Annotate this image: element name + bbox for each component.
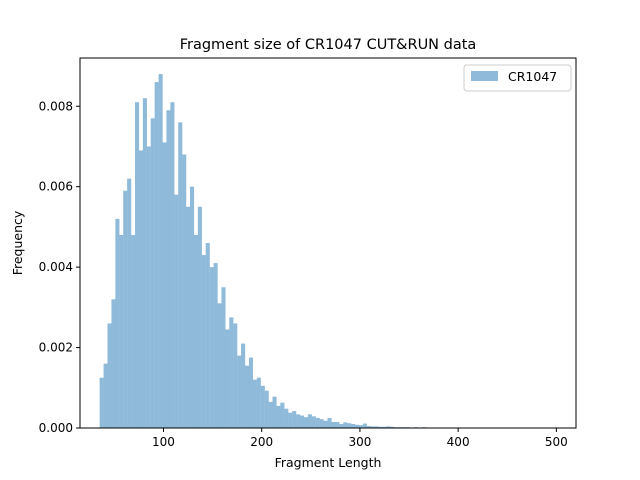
histogram-bar xyxy=(327,417,332,428)
y-axis-label: Frequency xyxy=(10,210,25,275)
histogram-bar xyxy=(111,299,116,428)
histogram-bar xyxy=(355,424,360,428)
x-tick-label: 100 xyxy=(152,435,175,449)
histogram-bar xyxy=(390,426,395,428)
histogram-bar xyxy=(221,287,226,428)
histogram-bar xyxy=(362,423,367,428)
histogram-bar xyxy=(138,150,144,428)
histogram-bar xyxy=(378,426,383,428)
histogram-bar xyxy=(237,355,242,428)
histogram-bar xyxy=(166,110,171,428)
histogram-bar xyxy=(119,234,124,428)
y-axis-ticks: 0.000 0.002 0.004 0.006 0.008 xyxy=(39,99,80,435)
histogram-bar xyxy=(358,425,364,428)
x-tick-label: 500 xyxy=(545,435,568,449)
histogram-bar xyxy=(135,102,140,429)
histogram-bar xyxy=(300,415,305,428)
histogram-bar xyxy=(127,178,132,428)
histogram-bar xyxy=(248,357,254,428)
plot-frame xyxy=(79,57,577,429)
histogram-bar xyxy=(123,190,128,428)
histogram-bar xyxy=(272,396,277,428)
histogram-bar xyxy=(107,323,112,428)
y-tick-label: 0.006 xyxy=(39,180,73,194)
histogram-bar xyxy=(311,416,316,428)
histogram-bar xyxy=(131,234,136,428)
histogram-bar xyxy=(245,365,250,428)
histogram-bar xyxy=(209,267,214,428)
histogram-bar xyxy=(370,426,375,428)
histogram-bar xyxy=(382,426,387,428)
histogram-bar xyxy=(284,408,289,428)
x-axis-ticks: 100 200 300 400 500 xyxy=(152,428,568,449)
histogram-bar xyxy=(252,379,257,428)
legend-label: CR1047 xyxy=(508,69,557,84)
x-axis-label: Fragment Length xyxy=(275,455,382,470)
histogram-bar xyxy=(190,186,195,428)
y-tick-label: 0.002 xyxy=(39,341,73,355)
histogram-bar xyxy=(162,142,167,428)
histogram-bar xyxy=(303,417,309,428)
histogram-bar xyxy=(142,98,147,428)
histogram-bar xyxy=(288,412,293,428)
histogram-bar xyxy=(256,377,261,428)
histogram-bar xyxy=(268,401,273,428)
histogram-bar xyxy=(307,414,312,428)
chart-title: Fragment size of CR1047 CUT&RUN data xyxy=(180,37,477,53)
histogram-bar xyxy=(193,234,199,428)
histogram-bar xyxy=(335,421,340,428)
histogram-bar xyxy=(154,82,159,428)
legend: CR1047 xyxy=(463,64,572,92)
histogram-bar xyxy=(315,417,320,428)
x-tick-label: 400 xyxy=(447,435,470,449)
histogram-bar xyxy=(150,118,155,428)
histogram-bar xyxy=(374,426,379,428)
histogram-bar xyxy=(292,411,297,428)
y-tick-label: 0.000 xyxy=(39,421,73,435)
histogram-bars xyxy=(99,74,548,429)
histogram-bar xyxy=(260,385,265,428)
histogram-bar xyxy=(186,206,191,428)
histogram-bar xyxy=(319,419,324,428)
histogram-bar xyxy=(386,426,391,428)
histogram-bar xyxy=(99,377,104,428)
histogram-bar xyxy=(103,363,108,428)
x-tick-label: 200 xyxy=(250,435,273,449)
histogram-bar xyxy=(264,390,269,428)
histogram-bar xyxy=(197,206,202,428)
histogram-bar xyxy=(201,255,206,428)
histogram-bar xyxy=(225,329,230,428)
histogram-bar xyxy=(347,423,352,428)
histogram-bar xyxy=(351,423,356,428)
histogram-bar xyxy=(241,343,246,428)
legend-swatch xyxy=(471,71,498,81)
x-tick-label: 300 xyxy=(348,435,371,449)
histogram-bar xyxy=(178,122,183,428)
histogram-bar xyxy=(366,425,371,428)
histogram-bar xyxy=(296,414,301,428)
histogram-bar xyxy=(213,263,218,428)
histogram-bar xyxy=(339,423,344,428)
histogram-bar xyxy=(158,74,163,428)
y-tick-label: 0.004 xyxy=(39,260,73,274)
y-tick-label: 0.008 xyxy=(39,99,73,113)
histogram-bar xyxy=(170,102,175,429)
histogram-bar xyxy=(276,405,281,428)
histogram-bar xyxy=(146,146,151,429)
histogram-bar xyxy=(233,323,238,428)
histogram-bar xyxy=(217,303,222,428)
histogram-bar xyxy=(115,218,120,428)
histogram-bar xyxy=(229,317,234,428)
histogram-bar xyxy=(331,421,336,428)
histogram-bar xyxy=(280,402,285,428)
histogram-bar xyxy=(174,194,179,428)
histogram-bar xyxy=(323,420,328,428)
histogram-bar xyxy=(182,154,187,428)
histogram-bar xyxy=(205,243,210,428)
histogram-bar xyxy=(343,422,348,428)
